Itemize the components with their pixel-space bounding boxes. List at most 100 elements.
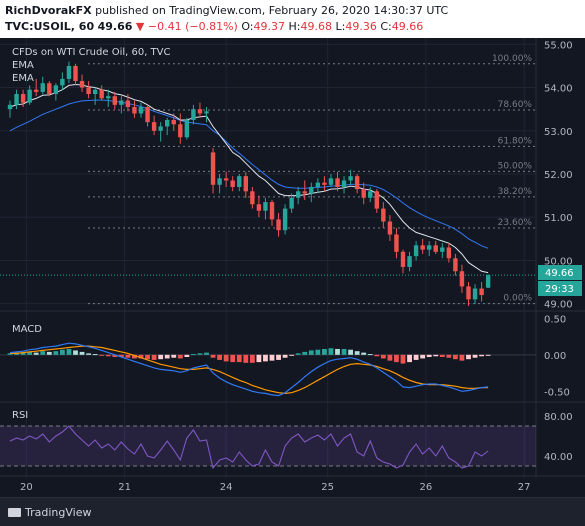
macd-histogram-bar bbox=[276, 354, 281, 360]
macd-histogram-bar bbox=[453, 354, 458, 360]
rsi-line bbox=[9, 425, 489, 470]
macd-histogram-bar bbox=[256, 354, 262, 363]
macd-histogram-bar bbox=[269, 354, 275, 361]
macd-histogram-bar bbox=[171, 354, 177, 358]
macd-label: MACD bbox=[12, 324, 42, 335]
price-axis-label: 51.00 bbox=[544, 213, 573, 224]
macd-histogram-bar bbox=[217, 354, 222, 360]
fib-level-label: 38.20% bbox=[498, 187, 533, 197]
fib-level-label: 100.00% bbox=[492, 54, 532, 64]
macd-histogram-bar bbox=[380, 354, 386, 359]
macd-histogram-bar bbox=[479, 354, 484, 357]
close-value: 49.66 bbox=[391, 20, 424, 33]
publisher-line: RichDvorakFX published on TradingView.co… bbox=[5, 4, 448, 17]
rsi-pane[interactable] bbox=[0, 425, 536, 470]
candle-body bbox=[427, 245, 432, 250]
candle-body bbox=[191, 109, 196, 120]
candle-body bbox=[256, 204, 262, 211]
candle-body bbox=[394, 234, 399, 252]
time-axis-tick: 26 bbox=[420, 482, 433, 493]
candle-body bbox=[145, 107, 150, 123]
candle-body bbox=[433, 245, 438, 252]
candle-body bbox=[73, 65, 78, 82]
price-axis[interactable]: 20 21 24 25 26 27 55.00 54.00 53.00 52.00 51.00 50.… bbox=[20, 40, 573, 493]
macd-histogram-bar bbox=[158, 354, 164, 360]
countdown-badge bbox=[538, 281, 582, 296]
price-axis-label: 53.00 bbox=[544, 127, 573, 138]
macd-histogram-bar bbox=[466, 354, 471, 360]
last-price: 49.66 bbox=[97, 20, 133, 33]
macd-pane[interactable] bbox=[0, 342, 536, 397]
macd-histogram-bar bbox=[132, 354, 137, 359]
price-change: ▼ −0.41 (−0.81%) bbox=[135, 20, 238, 33]
candle-body bbox=[348, 176, 353, 181]
candle-body bbox=[210, 152, 216, 185]
macd-histogram-bar bbox=[367, 354, 373, 356]
price-axis-label: 50.00 bbox=[544, 256, 573, 267]
chart-canvas[interactable]: 100.00% 78.60% 61.80% 50.00% 38.20% 23.60% 0.0… bbox=[0, 38, 585, 497]
macd-histogram-bar bbox=[413, 354, 419, 360]
macd-histogram-bar bbox=[328, 348, 334, 355]
candle-body bbox=[132, 107, 137, 114]
ema-slow-line bbox=[9, 99, 489, 249]
low-label: L: bbox=[335, 20, 346, 33]
price-pane[interactable] bbox=[0, 61, 536, 306]
candle-body bbox=[60, 78, 65, 86]
candle-body bbox=[459, 271, 465, 287]
footer-bar: TradingView bbox=[0, 497, 585, 526]
macd-histogram-bar bbox=[335, 348, 340, 355]
candle-body bbox=[413, 245, 419, 257]
macd-histogram-bar bbox=[322, 348, 327, 355]
macd-histogram-bar bbox=[400, 354, 406, 364]
macd-histogram-bar bbox=[341, 348, 347, 355]
macd-histogram-bar bbox=[99, 354, 105, 356]
symbol-label[interactable]: TVC:USOIL, 60 bbox=[5, 20, 95, 33]
macd-histogram-bar bbox=[125, 354, 131, 358]
price-axis-label: 54.00 bbox=[544, 84, 573, 95]
macd-histogram-bar bbox=[348, 349, 353, 355]
time-axis-tick: 24 bbox=[220, 482, 233, 493]
candle-body bbox=[400, 251, 406, 267]
candle-body bbox=[151, 122, 157, 131]
candle-body bbox=[296, 191, 301, 198]
candle-body bbox=[446, 247, 452, 259]
price-axis-label: 49.00 bbox=[544, 300, 573, 311]
candle-body bbox=[158, 126, 163, 131]
macd-line bbox=[9, 342, 489, 397]
macd-histogram-bar bbox=[433, 354, 439, 357]
macd-histogram-bar bbox=[151, 354, 157, 360]
legend-ema-2: EMA bbox=[12, 73, 34, 84]
macd-histogram-bar bbox=[73, 350, 78, 355]
macd-histogram-bar bbox=[204, 352, 209, 355]
candle-body bbox=[374, 191, 379, 209]
tradingview-logo[interactable]: TradingView bbox=[8, 506, 91, 519]
candle-body bbox=[20, 94, 26, 103]
candle-body bbox=[381, 208, 386, 222]
legend-ema-1: EMA bbox=[12, 60, 34, 71]
candle-body bbox=[106, 96, 111, 99]
macd-histogram-bar bbox=[485, 354, 491, 356]
rsi-axis-label: 80.00 bbox=[544, 412, 573, 423]
macd-histogram-bar bbox=[210, 354, 216, 358]
candle-body bbox=[92, 89, 98, 95]
high-label: H: bbox=[288, 20, 301, 33]
candle-body bbox=[34, 89, 39, 92]
macd-axis-label: 0.00 bbox=[544, 351, 566, 362]
macd-histogram-bar bbox=[289, 354, 295, 356]
macd-histogram-bar bbox=[236, 354, 242, 363]
author-name[interactable]: RichDvorakFX bbox=[5, 4, 92, 17]
fib-level-label: 0.00% bbox=[503, 294, 532, 304]
last-price-badge-text: 49.66 bbox=[545, 268, 574, 279]
macd-histogram-bar bbox=[145, 354, 150, 360]
open-label: O: bbox=[241, 20, 254, 33]
macd-histogram-bar bbox=[223, 354, 229, 362]
macd-histogram-bar bbox=[230, 354, 236, 363]
macd-histogram-bar bbox=[112, 354, 118, 357]
macd-histogram-bar bbox=[164, 354, 170, 359]
time-axis-tick: 21 bbox=[118, 482, 131, 493]
open-value: 49.37 bbox=[253, 20, 286, 33]
close-label: C: bbox=[380, 20, 392, 33]
candle-body bbox=[230, 180, 235, 187]
candle-body bbox=[14, 94, 19, 105]
countdown-badge-text: 29:33 bbox=[545, 284, 574, 295]
